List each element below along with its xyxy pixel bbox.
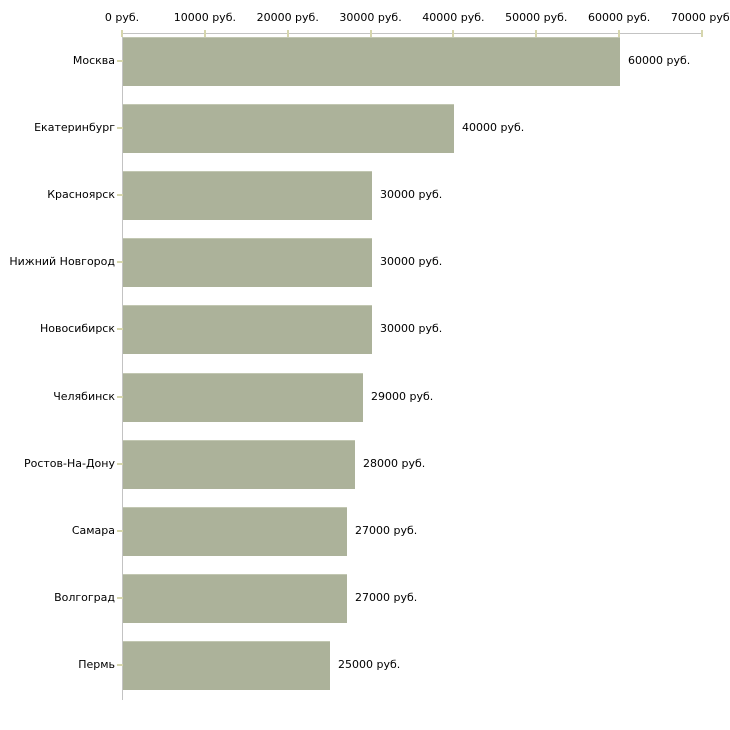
- value-label: 30000 руб.: [380, 188, 443, 202]
- x-tick-mark: [203, 30, 206, 37]
- bar: [123, 506, 347, 556]
- category-tick-mark: [117, 127, 123, 130]
- category-tick-mark: [117, 663, 123, 666]
- x-tick-mark: [701, 30, 703, 37]
- category-label: Самара: [71, 523, 115, 537]
- category-tick-mark: [117, 60, 123, 62]
- x-tick-mark: [618, 30, 621, 37]
- bar: [123, 640, 330, 690]
- category-tick-mark: [117, 596, 123, 599]
- x-tick-mark: [535, 30, 538, 37]
- category-label: Челябинск: [53, 389, 115, 403]
- x-tick-label: 40000 руб.: [422, 11, 485, 24]
- value-label: 40000 руб.: [462, 121, 525, 135]
- category-label: Новосибирск: [39, 322, 115, 336]
- value-label: 60000 руб.: [628, 54, 691, 67]
- category-label: Волгоград: [54, 590, 115, 604]
- category-label: Москва: [72, 54, 115, 67]
- category-tick-mark: [117, 261, 123, 264]
- x-tick-mark: [286, 30, 289, 37]
- x-tick-mark: [121, 30, 123, 37]
- x-tick-label: 10000 руб.: [173, 11, 236, 24]
- y-axis-line: [122, 33, 123, 700]
- x-tick-mark: [452, 30, 455, 37]
- x-tick-label: 70000 руб.: [670, 11, 730, 24]
- category-label: Красноярск: [47, 188, 115, 202]
- bar: [123, 104, 454, 154]
- value-label: 27000 руб.: [355, 523, 418, 537]
- value-label: 25000 руб.: [338, 657, 401, 671]
- x-tick-label: 0 руб.: [104, 11, 140, 24]
- x-tick-label: 30000 руб.: [339, 11, 402, 24]
- value-label: 30000 руб.: [380, 322, 443, 336]
- bar: [123, 238, 372, 288]
- bar: [123, 372, 363, 422]
- category-tick-mark: [117, 529, 123, 532]
- bar: [123, 37, 620, 86]
- x-axis-line: [122, 33, 702, 34]
- value-label: 28000 руб.: [363, 456, 426, 470]
- bar: [123, 171, 372, 221]
- category-label: Екатеринбург: [34, 121, 115, 135]
- bar: [123, 305, 372, 355]
- category-label: Нижний Новгород: [9, 255, 115, 269]
- bar: [123, 573, 347, 623]
- category-label: Ростов-На-Дону: [23, 456, 115, 470]
- bar: [123, 439, 355, 489]
- x-tick-label: 50000 руб.: [505, 11, 568, 24]
- value-label: 30000 руб.: [380, 255, 443, 269]
- value-label: 29000 руб.: [371, 389, 434, 403]
- value-label: 27000 руб.: [355, 590, 418, 604]
- category-tick-mark: [117, 462, 123, 465]
- category-tick-mark: [117, 194, 123, 197]
- x-tick-mark: [369, 30, 372, 37]
- category-tick-mark: [117, 328, 123, 331]
- x-tick-label: 20000 руб.: [256, 11, 319, 24]
- category-label: Пермь: [78, 657, 115, 671]
- x-tick-label: 60000 руб.: [588, 11, 651, 24]
- category-tick-mark: [117, 395, 123, 398]
